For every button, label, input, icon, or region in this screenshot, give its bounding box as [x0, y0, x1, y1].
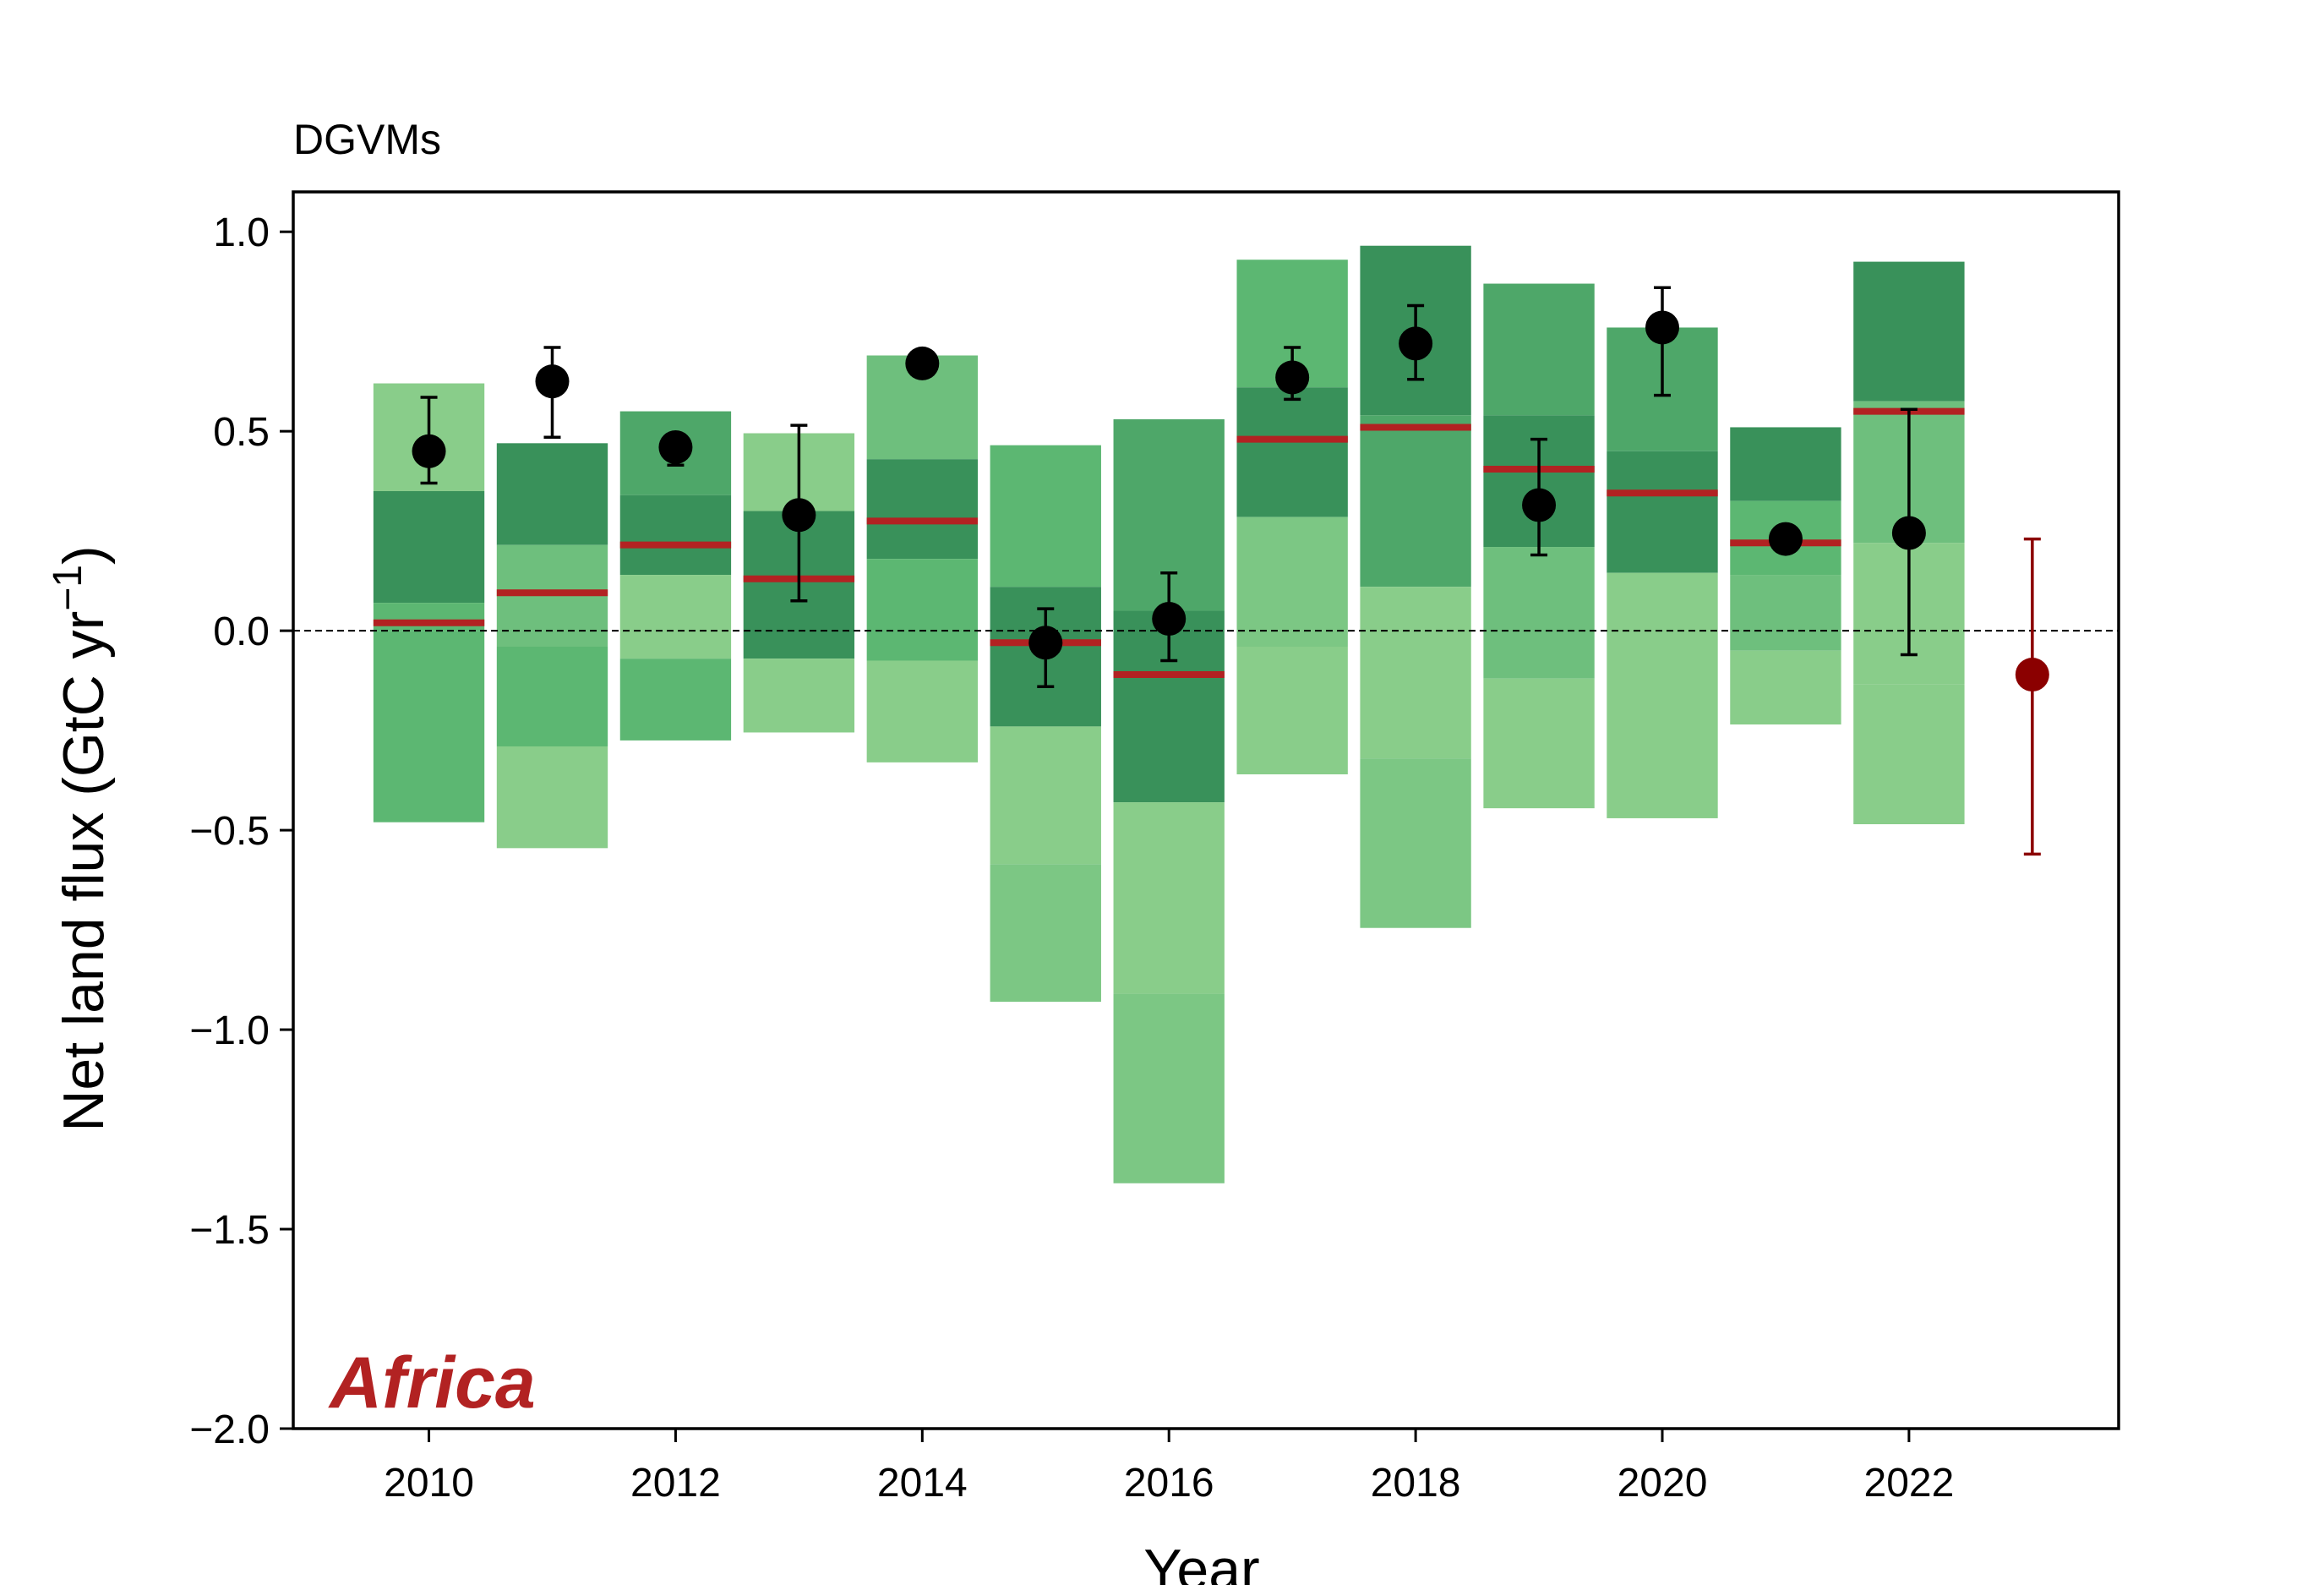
- final-estimate-layer: [2015, 537, 2049, 856]
- bar-segment-2016-3: [1113, 993, 1225, 1183]
- x-axis-title: Year: [1143, 1538, 1259, 1585]
- y-axis-title-close: ): [52, 545, 116, 565]
- plot-frame: [292, 190, 2120, 1430]
- final-point: [2015, 658, 2049, 692]
- bar-segment-2016-2: [1113, 802, 1225, 994]
- y-tick-label-4: −1.0: [189, 1008, 270, 1053]
- bar-segment-2015-3: [990, 864, 1101, 1003]
- x-tick-label-2020: 2020: [1618, 1461, 1708, 1506]
- bar-segment-2010-2: [373, 603, 485, 631]
- x-tick-label-2010: 2010: [384, 1461, 474, 1506]
- obs-point-2018: [1399, 326, 1433, 361]
- bar-segment-2022-3: [1853, 684, 1965, 825]
- obs-point-2013: [782, 498, 816, 533]
- chart-title: DGVMs: [293, 116, 441, 163]
- bar-segment-2012-1: [619, 495, 732, 576]
- bar-segment-2017-2: [1236, 516, 1348, 648]
- obs-point-2011: [535, 364, 570, 399]
- y-tick-label-3: −0.5: [189, 809, 270, 854]
- bar-segment-2021-3: [1730, 650, 1841, 725]
- bar-segment-2021-0: [1730, 427, 1841, 501]
- bar-segment-2015-2: [990, 726, 1101, 865]
- bar-segment-2021-2: [1730, 575, 1841, 651]
- bar-segment-2014-2: [866, 559, 978, 661]
- y-tick-label-0: 1.0: [213, 210, 270, 255]
- obs-point-2016: [1152, 601, 1187, 636]
- obs-point-2012: [658, 430, 693, 465]
- y-tick-label-5: −1.5: [189, 1208, 270, 1253]
- y-tick-label-1: 0.5: [213, 410, 270, 455]
- bar-segment-2012-2: [619, 575, 732, 659]
- y-axis-title: Net land flux (GtC yr−1): [46, 545, 116, 1131]
- observations-layer: [412, 286, 1926, 688]
- x-tick-label-2016: 2016: [1124, 1461, 1214, 1506]
- bar-segment-2012-3: [619, 659, 732, 741]
- obs-point-2022: [1891, 516, 1926, 550]
- bar-segment-2020-1: [1607, 451, 1718, 573]
- y-axis-title-main: Net land flux (GtC yr: [52, 611, 116, 1132]
- bar-segment-2013-2: [743, 659, 855, 733]
- bar-segment-2019-2: [1483, 547, 1595, 679]
- obs-point-2021: [1768, 522, 1803, 556]
- bar-segment-2011-0: [496, 443, 608, 545]
- bar-segment-2014-1: [866, 459, 978, 560]
- bar-segment-2010-3: [373, 631, 485, 823]
- bar-segment-2018-2: [1360, 587, 1471, 759]
- bar-segment-2015-0: [990, 445, 1101, 588]
- bar-segment-2022-0: [1853, 261, 1965, 402]
- y-tick-label-2: 0.0: [213, 609, 270, 654]
- bar-segment-2017-3: [1236, 647, 1348, 775]
- y-axis-title-superscript: −1: [46, 565, 90, 611]
- x-tick-label-2014: 2014: [877, 1461, 968, 1506]
- bar-segment-2014-3: [866, 660, 978, 762]
- bar-segment-2019-0: [1483, 283, 1595, 416]
- x-tick-label-2022: 2022: [1864, 1461, 1955, 1506]
- bar-segment-2020-3: [1607, 696, 1718, 818]
- x-tick-label-2018: 2018: [1371, 1461, 1461, 1506]
- obs-point-2020: [1645, 310, 1679, 345]
- bar-segment-2020-2: [1607, 572, 1718, 697]
- obs-point-2017: [1275, 360, 1310, 395]
- bar-segment-2019-3: [1483, 678, 1595, 809]
- bar-segment-2018-1: [1360, 415, 1471, 588]
- bar-segment-2011-3: [496, 746, 608, 849]
- obs-point-2014: [905, 346, 940, 380]
- bar-segment-2017-1: [1236, 387, 1348, 517]
- bar-segment-2011-2: [496, 647, 608, 746]
- obs-point-2010: [412, 434, 446, 468]
- y-axis-ticks: 1.0 0.5 0.0 −0.5 −1.0 −1.5 −2.0: [189, 210, 293, 1452]
- y-tick-label-6: −2.0: [189, 1407, 270, 1452]
- bar-segment-2010-1: [373, 490, 485, 604]
- region-label: Africa: [328, 1342, 536, 1424]
- x-tick-label-2012: 2012: [630, 1461, 721, 1506]
- bar-segment-2018-3: [1360, 758, 1471, 928]
- obs-point-2019: [1522, 488, 1557, 522]
- obs-point-2015: [1028, 626, 1063, 660]
- x-axis-ticks: 2010 2012 2014 2016 2018 2020 2022: [384, 1429, 1954, 1506]
